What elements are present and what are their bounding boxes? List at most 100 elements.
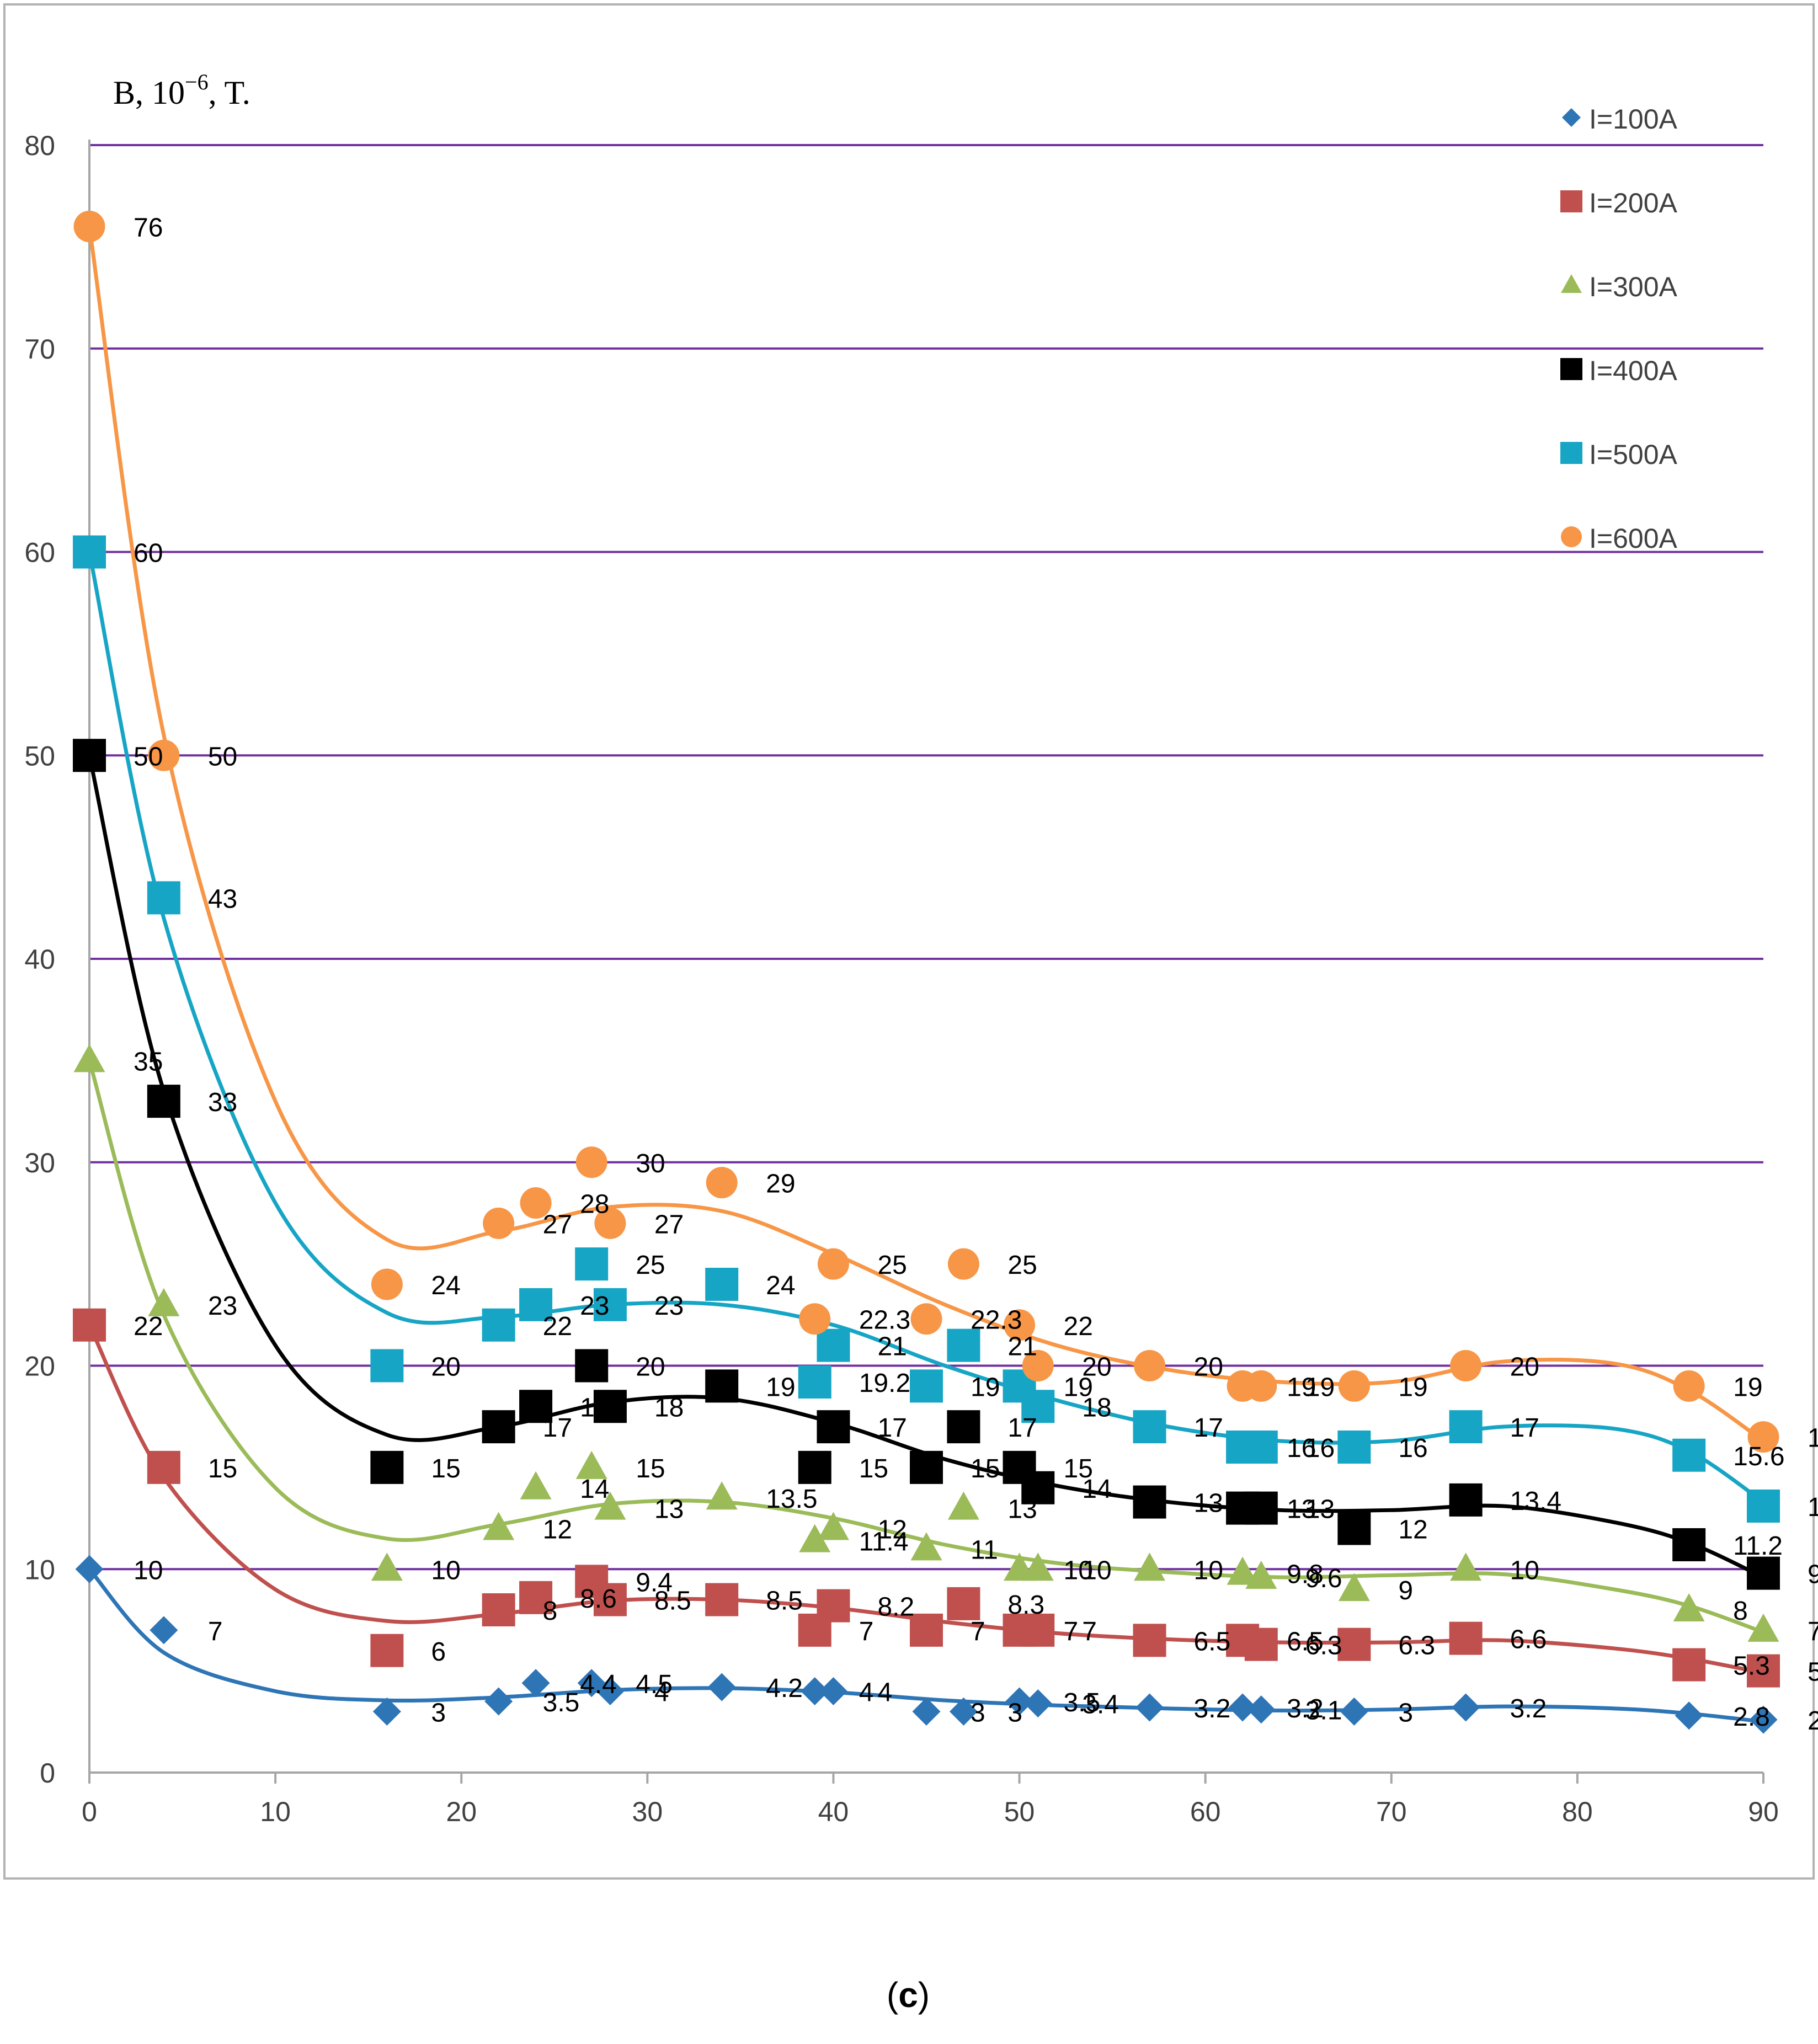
data-label-i600a: 27 [543, 1210, 572, 1239]
legend-label-i500a: I=500A [1589, 439, 1678, 470]
data-label-i600a: 19 [1398, 1373, 1427, 1402]
data-label-i500a: 13.1 [1808, 1493, 1818, 1522]
data-point-i600a [148, 739, 180, 771]
data-label-i100a: 3.5 [543, 1688, 580, 1717]
data-label-i400a: 17 [543, 1413, 572, 1443]
legend-label-i100a: I=100A [1589, 104, 1678, 135]
data-point-i400a [519, 1390, 553, 1423]
data-point-i500a [575, 1247, 609, 1281]
trendline-i400a [87, 755, 1764, 1579]
data-label-i400a: 15 [859, 1454, 888, 1483]
data-point-i100a [1228, 1693, 1257, 1722]
data-label-i300a: 13 [654, 1495, 684, 1524]
data-point-i400a [1672, 1528, 1706, 1561]
data-point-i500a [1672, 1438, 1706, 1472]
data-point-i600a [73, 211, 105, 242]
data-label-i400a: 15 [971, 1454, 1000, 1483]
data-label-i600a: 28 [580, 1190, 609, 1219]
data-label-i200a: 6 [431, 1637, 446, 1667]
y-axis-title-suffix: , T. [209, 74, 250, 111]
data-label-i200a: 15 [208, 1454, 237, 1483]
data-label-i600a: 30 [636, 1149, 665, 1178]
data-label-i200a: 22 [134, 1312, 163, 1341]
data-label-i400a: 20 [636, 1353, 665, 1382]
y-tick-label-20: 20 [24, 1351, 55, 1382]
data-label-i600a: 20 [1082, 1353, 1111, 1382]
data-label-i200a: 6.3 [1305, 1631, 1342, 1661]
data-label-i300a: 13 [1007, 1495, 1037, 1524]
data-point-i100a [912, 1697, 941, 1726]
data-label-i600a: 19 [1305, 1373, 1335, 1402]
data-markers [73, 211, 1780, 1734]
data-label-i600a: 16.5 [1808, 1424, 1818, 1453]
data-point-i400a [705, 1369, 739, 1403]
x-tick-label-40: 40 [818, 1796, 849, 1827]
data-point-i600a [1245, 1370, 1277, 1402]
data-label-i500a: 60 [134, 539, 163, 568]
data-label-i300a: 9.6 [1305, 1564, 1342, 1593]
data-label-i400a: 18 [654, 1393, 684, 1422]
data-label-i200a: 6.6 [1510, 1625, 1547, 1655]
data-point-i600a [371, 1268, 403, 1300]
data-point-i300a [706, 1481, 738, 1510]
data-label-i500a: 22 [543, 1312, 572, 1341]
data-label-i200a: 8 [543, 1597, 558, 1626]
data-label-i500a: 23 [580, 1291, 609, 1321]
data-point-i200a [519, 1581, 553, 1614]
data-label-i500a: 24 [766, 1271, 795, 1300]
data-label-i200a: 7 [971, 1617, 985, 1646]
x-tick-label-90: 90 [1748, 1796, 1779, 1827]
data-point-i400a [947, 1410, 980, 1444]
data-label-i300a: 9.8 [1287, 1560, 1324, 1589]
data-label-i300a: 8 [1733, 1597, 1748, 1626]
data-label-i300a: 13.5 [766, 1485, 817, 1514]
y-tick-label-50: 50 [24, 740, 55, 771]
data-label-i400a: 18 [580, 1393, 609, 1422]
data-label-i300a: 10 [1194, 1556, 1223, 1585]
data-point-i100a [1452, 1693, 1480, 1722]
data-label-i100a: 3 [431, 1698, 446, 1727]
data-label-i200a: 9.4 [636, 1568, 673, 1597]
data-label-i100a: 2.8 [1733, 1703, 1770, 1732]
y-tick-label-10: 10 [24, 1554, 55, 1585]
data-label-i600a: 22 [1064, 1312, 1093, 1341]
data-point-i100a [801, 1677, 829, 1705]
data-point-i100a [819, 1677, 847, 1705]
data-point-i300a [1338, 1573, 1370, 1602]
data-point-i400a [1337, 1512, 1371, 1545]
data-label-i500a: 43 [208, 884, 237, 914]
data-point-i300a [483, 1512, 515, 1540]
data-point-i300a [1245, 1561, 1277, 1589]
data-label-i200a: 7 [1082, 1617, 1097, 1646]
data-point-i100a [949, 1697, 978, 1726]
data-label-i400a: 19 [766, 1373, 795, 1402]
legend-marker-i300a [1561, 274, 1582, 293]
data-label-i500a: 18 [1082, 1393, 1111, 1422]
data-label-i100a: 3 [1007, 1698, 1022, 1727]
data-point-i200a [817, 1589, 850, 1623]
data-label-i300a: 14 [580, 1475, 609, 1504]
data-point-i200a [370, 1634, 404, 1667]
data-label-i300a: 12 [877, 1515, 907, 1545]
data-label-i300a: 10 [1510, 1556, 1539, 1585]
data-point-i600a [594, 1207, 626, 1239]
data-point-i500a [1133, 1410, 1166, 1444]
data-label-i600a: 29 [766, 1170, 795, 1199]
data-point-i200a [147, 1450, 180, 1484]
legend-label-i400a: I=400A [1589, 355, 1678, 386]
data-point-i400a [370, 1450, 404, 1484]
data-point-i100a [1675, 1701, 1703, 1730]
data-point-i400a [1133, 1485, 1166, 1519]
data-point-i600a [799, 1303, 831, 1335]
figure-caption-letter: c [898, 1975, 918, 2015]
data-label-i100a: 4 [654, 1678, 669, 1707]
data-point-i500a [947, 1328, 980, 1362]
data-label-i600a: 27 [654, 1210, 684, 1239]
data-label-i100a: 4.2 [766, 1674, 803, 1703]
data-label-i300a: 7 [1808, 1617, 1818, 1646]
data-label-i400a: 50 [134, 742, 163, 771]
data-label-i400a: 13.4 [1510, 1487, 1561, 1516]
data-label-i400a: 14 [1082, 1475, 1111, 1504]
data-label-i400a: 15 [431, 1454, 460, 1483]
data-label-i500a: 23 [654, 1291, 684, 1321]
